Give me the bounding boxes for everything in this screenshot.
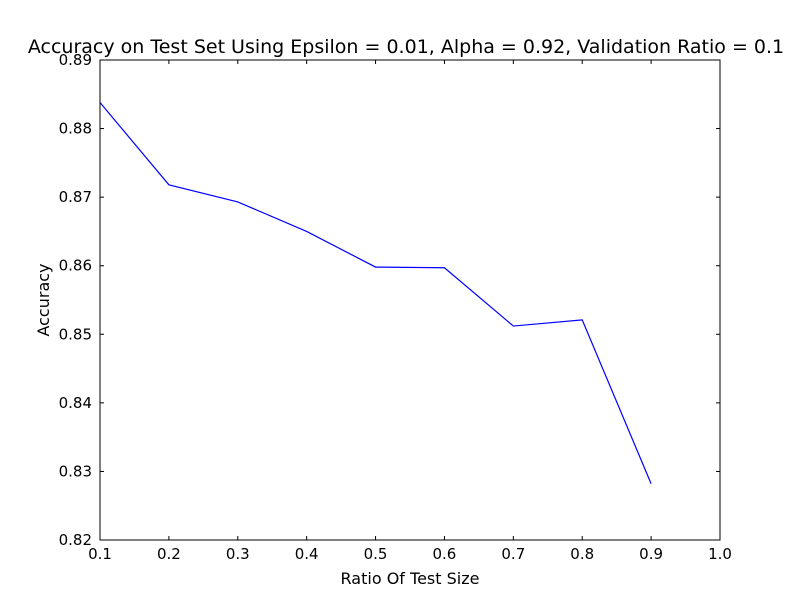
x-tick-label: 0.7	[501, 545, 525, 563]
y-tick-label: 0.87	[59, 188, 92, 206]
y-axis-label: Accuracy	[34, 263, 53, 336]
chart-title: Accuracy on Test Set Using Epsilon = 0.0…	[28, 36, 784, 58]
x-tick-label: 0.5	[364, 545, 388, 563]
x-tick-label: 1.0	[708, 545, 732, 563]
x-tick-label: 0.6	[433, 545, 457, 563]
y-tick-label: 0.85	[59, 325, 92, 343]
x-tick-label: 0.9	[639, 545, 663, 563]
x-tick-label: 0.1	[88, 545, 112, 563]
x-tick-label: 0.2	[157, 545, 181, 563]
axes-frame	[99, 59, 721, 541]
x-tick-label: 0.4	[295, 545, 319, 563]
y-tick-label: 0.88	[59, 120, 92, 138]
y-tick-label: 0.82	[59, 531, 92, 549]
series-line	[99, 102, 652, 485]
y-tick-label: 0.83	[59, 462, 92, 480]
x-tick-label: 0.8	[570, 545, 594, 563]
y-tick-label: 0.84	[59, 394, 92, 412]
x-axis-label: Ratio Of Test Size	[341, 569, 480, 588]
plot-area: 0.1 0.2 0.3 0.4 0.5 0.6 0.7 0.8 0.9 1.0 0.82 0.83 0.…	[59, 51, 732, 563]
y-tick-label: 0.89	[59, 51, 92, 69]
x-tick-label: 0.3	[226, 545, 250, 563]
y-tick-label: 0.86	[59, 257, 92, 275]
